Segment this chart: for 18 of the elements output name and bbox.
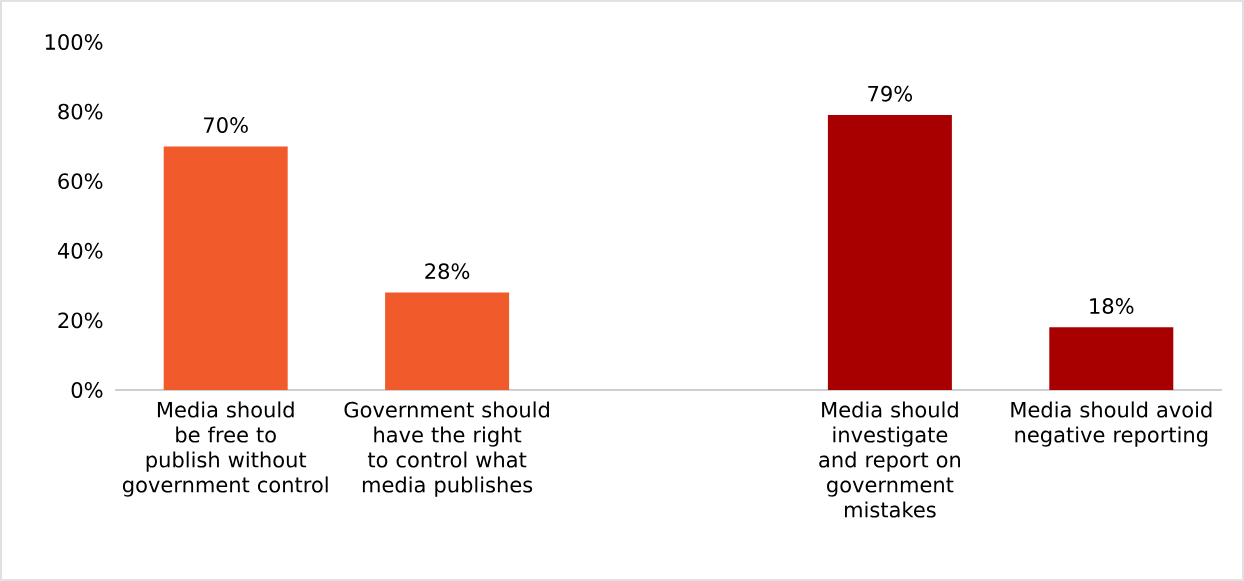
x-tick-label: Media should avoid negative reporting [1011,401,1212,447]
y-tick-label: 80% [58,103,103,120]
y-tick-label: 40% [57,242,103,259]
bar [1049,327,1174,390]
data-label: 28% [425,263,470,280]
bar [163,146,288,390]
y-tick-label: 60% [58,173,103,190]
bar [827,115,952,390]
x-tick-label: Government should have the right to control what media publishes [344,401,549,497]
x-tick-label: Media should investigate and report on government mistakes [819,401,960,518]
data-label: 70% [204,117,248,133]
y-tick-label: 20% [58,312,103,329]
y-tick-label: 0% [71,382,103,398]
y-tick-label: 100% [45,34,103,50]
x-tick-label: Media should be free to publish without government control [122,401,328,497]
data-label: 79% [868,85,913,102]
bar [385,292,510,390]
data-label: 18% [1090,298,1134,314]
